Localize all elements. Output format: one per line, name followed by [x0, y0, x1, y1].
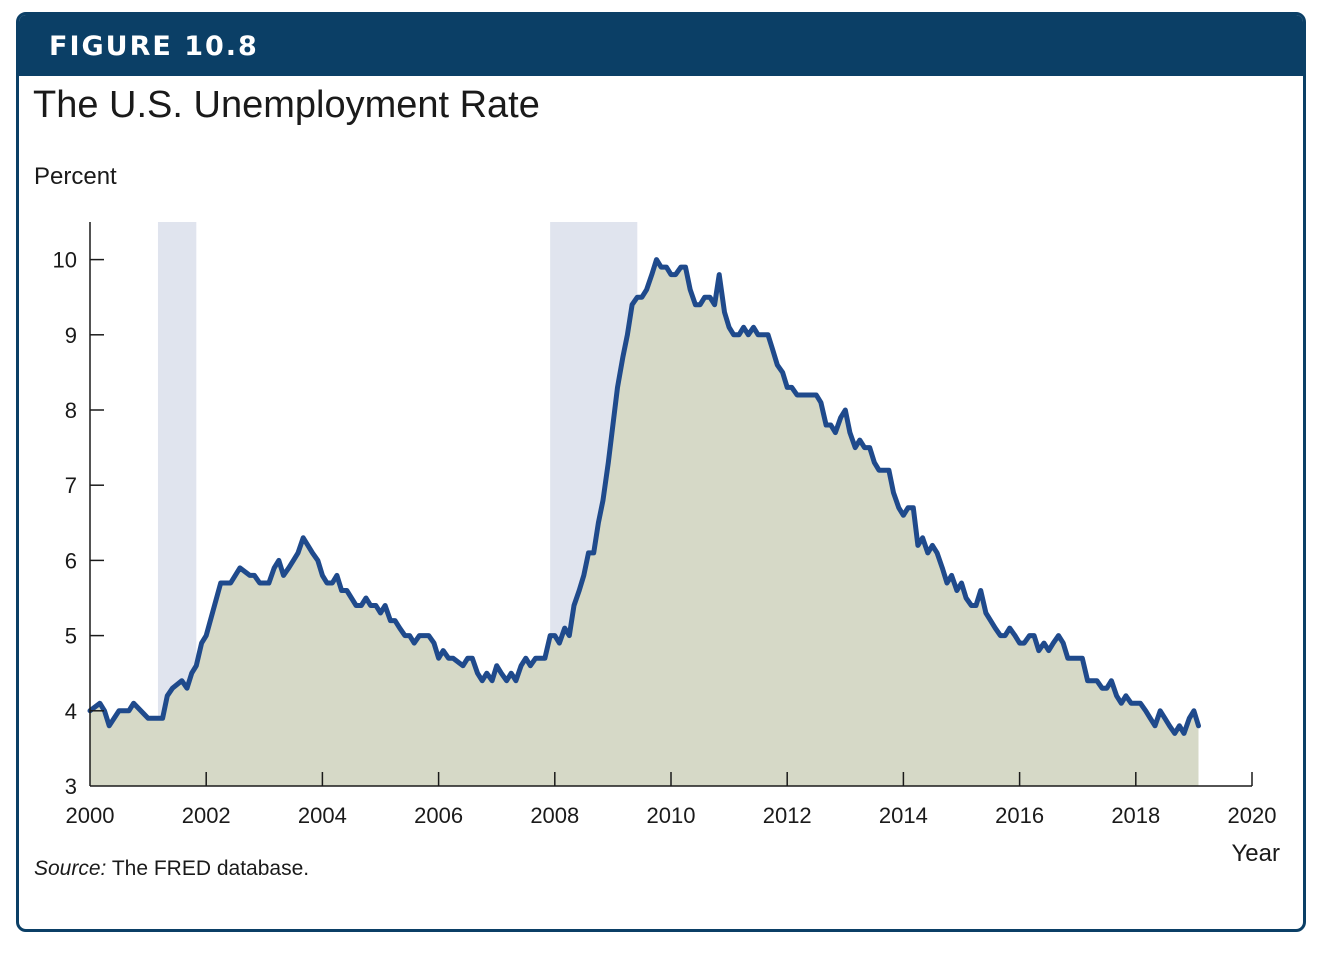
figure-label: FIGURE 10.8 — [49, 31, 259, 62]
source-note: Source: The FRED database. — [34, 857, 309, 881]
y-tick-label-5: 5 — [65, 624, 77, 649]
x-tick-label-2000: 2000 — [66, 803, 115, 828]
x-tick-label-2008: 2008 — [530, 803, 579, 828]
x-axis-label: Year — [1232, 840, 1281, 867]
x-tick-label-2018: 2018 — [1111, 803, 1160, 828]
y-tick-label-3: 3 — [65, 774, 77, 799]
source-text: The FRED database. — [106, 857, 310, 880]
axes: 3 4 5 6 7 8 9 10 2000 2002 2004 2006 2008 2010 2012 201… — [53, 222, 1277, 828]
x-tick-label-2010: 2010 — [647, 803, 696, 828]
y-axis-label: Percent — [34, 163, 117, 190]
y-tick-label-6: 6 — [65, 548, 77, 573]
chart-title: The U.S. Unemployment Rate — [33, 84, 540, 126]
y-tick-label-8: 8 — [65, 398, 77, 423]
x-tick-label-2016: 2016 — [995, 803, 1044, 828]
figure-banner: FIGURE 10.8 — [19, 15, 1303, 76]
series-line — [87, 257, 1201, 736]
x-tick-label-2006: 2006 — [414, 803, 463, 828]
x-tick-label-2004: 2004 — [298, 803, 347, 828]
y-tick-label-10: 10 — [53, 248, 77, 273]
x-tick-label-2002: 2002 — [182, 803, 231, 828]
y-tick-label-9: 9 — [65, 323, 77, 348]
x-tick-label-2020: 2020 — [1228, 803, 1277, 828]
y-tick-label-7: 7 — [65, 473, 77, 498]
x-tick-label-2014: 2014 — [879, 803, 928, 828]
y-tick-label-4: 4 — [65, 699, 77, 724]
source-prefix: Source: — [34, 857, 107, 880]
x-tick-label-2012: 2012 — [763, 803, 812, 828]
series-area — [90, 259, 1199, 787]
